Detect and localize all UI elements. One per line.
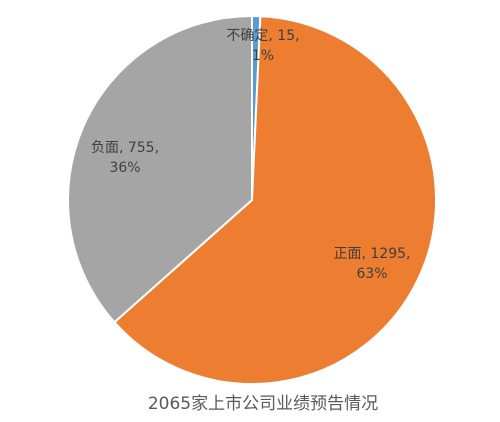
pie-data-labels: 不确定, 15, 1% 正面, 1295, 63% 负面, 755, 36% [91,28,411,282]
pie-slices [67,14,437,385]
pie-slice-2 [113,15,437,385]
pie-slice-3 [67,14,253,324]
data-label-line2: 36% [109,160,140,176]
data-label-2: 正面, 1295, 63% [334,246,411,282]
data-label-line2: 63% [356,266,387,282]
data-label-1: 不确定, 15, 1% [226,28,299,64]
data-label-line1: 负面, 755, [91,140,159,156]
data-label-line1: 正面, 1295, [334,246,411,262]
chart-title: 2065家上市公司业绩预告情况 [148,394,378,414]
data-label-3: 负面, 755, 36% [91,140,159,176]
data-label-line2: 1% [252,48,274,64]
data-label-line1: 不确定, 15, [226,28,299,44]
